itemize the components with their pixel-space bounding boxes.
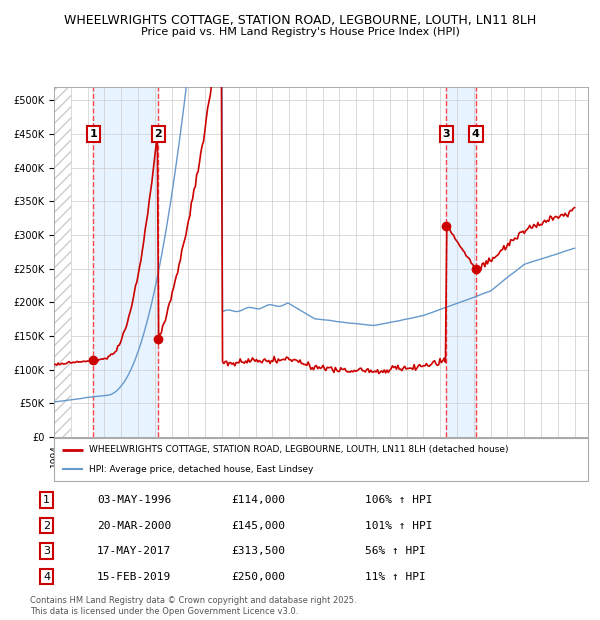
Text: £114,000: £114,000 (231, 495, 285, 505)
Text: 1: 1 (89, 129, 97, 139)
Text: 2: 2 (43, 521, 50, 531)
Text: 2: 2 (155, 129, 163, 139)
Text: 11% ↑ HPI: 11% ↑ HPI (365, 572, 425, 582)
Bar (93, 87, 158, 437)
Text: 17-MAY-2017: 17-MAY-2017 (97, 546, 171, 556)
Text: 03-MAY-1996: 03-MAY-1996 (97, 495, 171, 505)
Text: £313,500: £313,500 (231, 546, 285, 556)
Bar (446, 87, 476, 437)
Text: 4: 4 (472, 129, 480, 139)
Text: 106% ↑ HPI: 106% ↑ HPI (365, 495, 432, 505)
Text: 56% ↑ HPI: 56% ↑ HPI (365, 546, 425, 556)
Text: 3: 3 (443, 129, 450, 139)
Text: £250,000: £250,000 (231, 572, 285, 582)
Text: HPI: Average price, detached house, East Lindsey: HPI: Average price, detached house, East… (89, 464, 313, 474)
Text: 3: 3 (43, 546, 50, 556)
Text: WHEELWRIGHTS COTTAGE, STATION ROAD, LEGBOURNE, LOUTH, LN11 8LH: WHEELWRIGHTS COTTAGE, STATION ROAD, LEGB… (64, 14, 536, 27)
Text: WHEELWRIGHTS COTTAGE, STATION ROAD, LEGBOURNE, LOUTH, LN11 8LH (detached house): WHEELWRIGHTS COTTAGE, STATION ROAD, LEGB… (89, 445, 508, 454)
Text: 15-FEB-2019: 15-FEB-2019 (97, 572, 171, 582)
Text: Price paid vs. HM Land Registry's House Price Index (HPI): Price paid vs. HM Land Registry's House … (140, 27, 460, 37)
Text: 1: 1 (43, 495, 50, 505)
Text: 4: 4 (43, 572, 50, 582)
Text: £145,000: £145,000 (231, 521, 285, 531)
Text: 20-MAR-2000: 20-MAR-2000 (97, 521, 171, 531)
FancyBboxPatch shape (54, 438, 588, 480)
Text: Contains HM Land Registry data © Crown copyright and database right 2025.
This d: Contains HM Land Registry data © Crown c… (30, 596, 356, 616)
Text: 101% ↑ HPI: 101% ↑ HPI (365, 521, 432, 531)
